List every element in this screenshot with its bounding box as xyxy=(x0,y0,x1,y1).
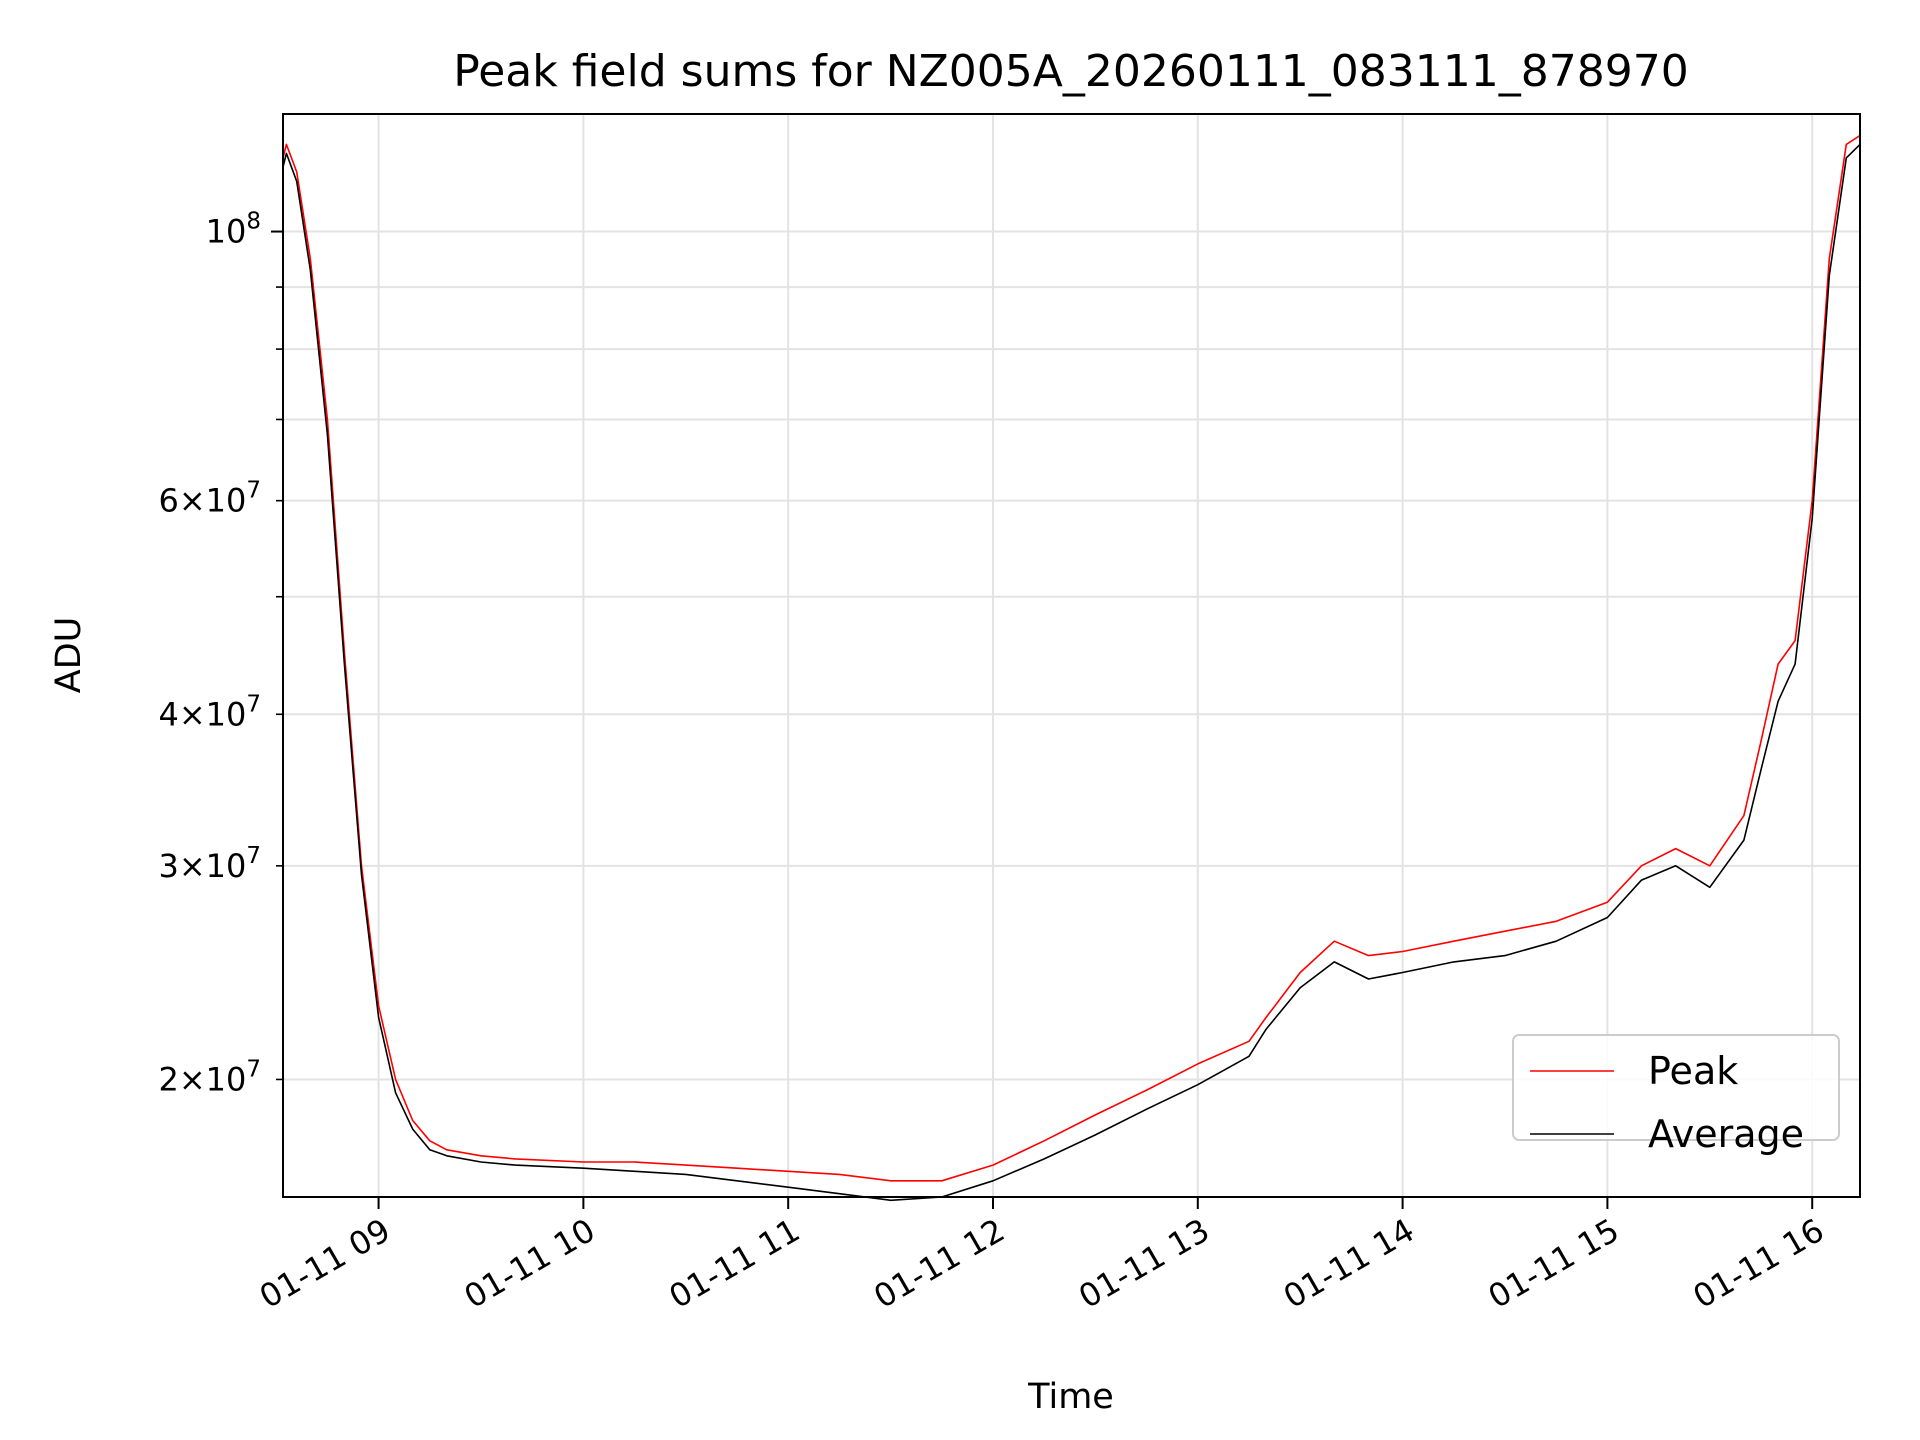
y-minor-tick-label: 3×107 xyxy=(158,843,261,885)
legend-label-peak: Peak xyxy=(1648,1049,1738,1093)
legend-label-average: Average xyxy=(1648,1112,1804,1156)
y-minor-tick-label: 6×107 xyxy=(158,478,261,520)
series-line-average xyxy=(282,143,1861,1202)
grid xyxy=(283,114,1860,1197)
y-axis-label: ADU xyxy=(49,617,89,694)
y-minor-tick-label: 4×107 xyxy=(158,691,261,733)
y-major-tick-label: 108 xyxy=(206,209,261,251)
legend: Peak Average xyxy=(1512,1034,1840,1156)
x-axis-label: Time xyxy=(1027,1377,1114,1417)
chart-title: Peak field sums for NZ005A_20260111_0831… xyxy=(453,46,1688,97)
plot-frame xyxy=(282,113,1861,1198)
legend-frame xyxy=(1512,1034,1840,1141)
series-lines xyxy=(282,134,1861,1202)
y-minor-tick-label: 2×107 xyxy=(158,1056,261,1098)
series-line-peak xyxy=(282,134,1861,1182)
